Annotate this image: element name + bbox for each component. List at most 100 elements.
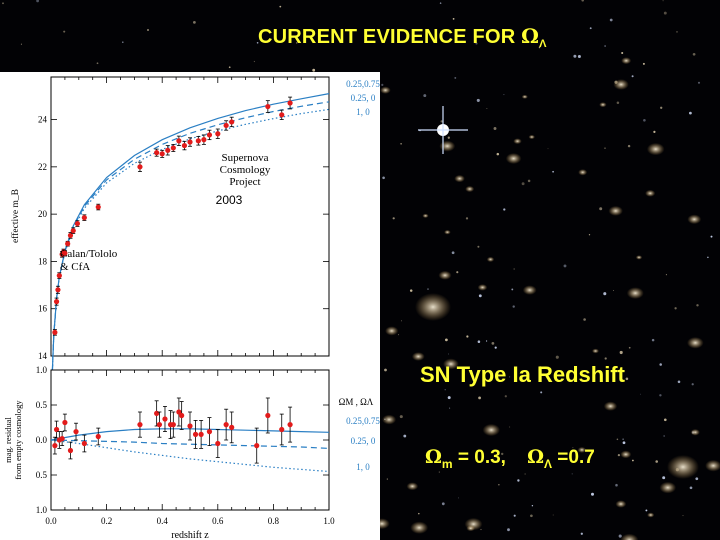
- residual-panel-data-point: [187, 423, 193, 429]
- top-panel-ytick-label: 22: [38, 162, 47, 172]
- star: [676, 31, 678, 33]
- residual-panel-data-point: [206, 429, 213, 435]
- galaxy: [687, 214, 702, 225]
- star: [454, 76, 457, 79]
- star: [613, 290, 614, 291]
- star: [279, 5, 282, 8]
- star: [538, 46, 541, 49]
- star: [403, 434, 407, 438]
- star: [509, 426, 511, 428]
- star: [438, 471, 440, 473]
- residual-panel-data-point: [287, 422, 293, 428]
- galaxy: [620, 533, 639, 540]
- project-annotation: Calan/Tololo: [60, 248, 118, 260]
- star: [655, 460, 658, 463]
- star: [122, 41, 124, 43]
- galaxy: [380, 86, 391, 94]
- residual-panel-data-point: [162, 416, 168, 422]
- residual-legend-label: 1, 0: [356, 462, 370, 472]
- star: [451, 251, 455, 255]
- star: [96, 62, 99, 65]
- star: [642, 62, 645, 65]
- star: [447, 396, 451, 400]
- star: [452, 18, 455, 20]
- residual-panel-data-point: [154, 410, 160, 416]
- x-tick-label: 0.8: [268, 516, 280, 526]
- star: [493, 127, 497, 130]
- galaxy: [620, 450, 632, 459]
- star: [384, 368, 387, 372]
- star: [382, 176, 385, 180]
- top-legend-label: 0.25,0.75: [346, 79, 380, 89]
- residual-panel-ytick-label: 1.0: [36, 365, 48, 375]
- star: [447, 136, 450, 139]
- residual-panel-data-point: [137, 422, 143, 428]
- star: [427, 288, 429, 291]
- top-panel-ytick-label: 20: [38, 209, 48, 219]
- residual-panel-data-point: [73, 429, 79, 435]
- star: [662, 476, 666, 480]
- star: [440, 120, 443, 123]
- star: [386, 478, 388, 480]
- star: [503, 208, 506, 211]
- cosmology-parameters: Ωm = 0.3, ΩΛ =0.7: [425, 446, 595, 471]
- galaxy: [410, 521, 429, 534]
- residual-panel-data-point: [156, 422, 163, 428]
- galaxy: [438, 270, 452, 280]
- top-panel-data-point: [223, 122, 229, 129]
- star: [659, 394, 662, 397]
- residual-panel-ytick-label: 0.0: [36, 435, 48, 445]
- star: [616, 438, 619, 441]
- residual-panel-data-point: [176, 409, 182, 415]
- star: [581, 0, 584, 2]
- star: [552, 514, 554, 516]
- star: [618, 534, 622, 538]
- galaxy: [608, 205, 623, 216]
- star: [418, 512, 420, 515]
- star: [663, 418, 667, 422]
- star: [458, 497, 460, 499]
- chart-background: [0, 72, 380, 540]
- star: [400, 143, 402, 145]
- x-tick-label: 0.4: [157, 516, 169, 526]
- galaxy: [443, 358, 459, 370]
- residual-panel-data-point: [215, 440, 221, 447]
- star: [617, 453, 621, 457]
- residual-panel-data-point: [179, 412, 185, 419]
- star: [710, 235, 713, 238]
- galaxy: [705, 459, 720, 472]
- star: [147, 29, 149, 31]
- star: [476, 98, 480, 102]
- top-panel-data-point: [56, 273, 62, 279]
- star: [486, 108, 488, 109]
- galaxy: [444, 229, 451, 235]
- star: [441, 502, 445, 506]
- star: [478, 294, 482, 298]
- star: [682, 515, 684, 517]
- star: [527, 179, 531, 183]
- star: [643, 118, 646, 122]
- galaxy: [646, 142, 665, 156]
- galaxy: [505, 153, 522, 164]
- galaxy: [690, 429, 700, 436]
- star: [589, 27, 592, 30]
- star: [615, 483, 618, 487]
- star: [475, 42, 478, 45]
- star: [20, 43, 22, 45]
- galaxy: [482, 423, 500, 437]
- top-panel-data-point: [265, 103, 271, 110]
- top-panel-data-point: [170, 145, 176, 151]
- star: [256, 41, 259, 44]
- residual-panel-ytick-label: 1.0: [36, 505, 48, 515]
- galaxy: [528, 134, 535, 140]
- star: [445, 338, 448, 342]
- residual-y-axis-label-line2: from empty cosmology: [13, 400, 23, 480]
- residual-panel-data-point: [59, 436, 65, 442]
- star: [513, 514, 516, 517]
- star: [392, 217, 395, 220]
- star: [625, 377, 629, 381]
- top-panel-ytick-label: 14: [38, 351, 48, 361]
- star: [398, 334, 400, 336]
- top-panel-data-point: [65, 241, 71, 247]
- star: [312, 68, 316, 72]
